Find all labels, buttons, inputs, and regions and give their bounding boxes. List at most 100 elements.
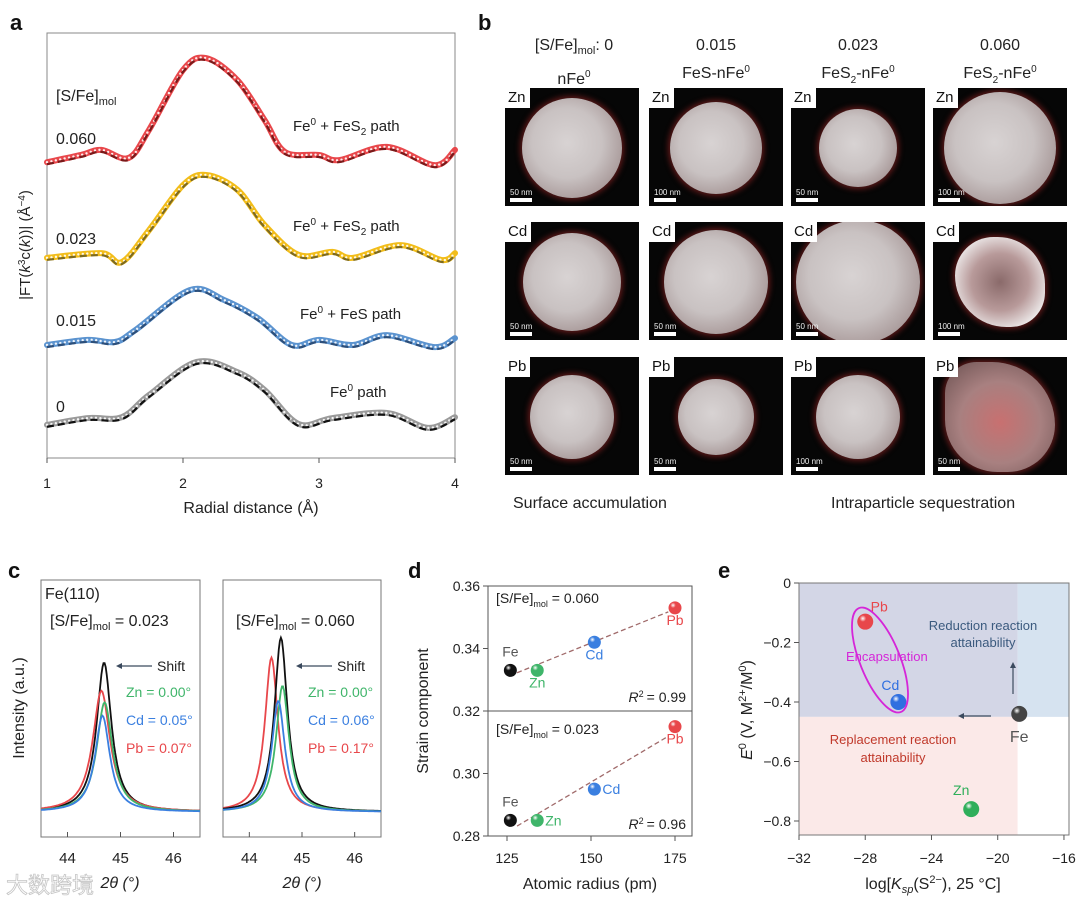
data-point [399,336,403,339]
nanoparticle [522,98,622,198]
x-tick-label: −24 [920,850,944,866]
micrograph-pb: Pb 100 nm [791,357,925,475]
data-point [345,256,348,259]
data-point [257,217,261,220]
data-point [135,327,139,331]
data-point [431,426,435,429]
data-point [203,56,207,60]
data-point [59,341,62,345]
data-point [153,313,156,316]
data-point [376,411,379,414]
data-point [152,390,156,393]
data-point [373,336,376,339]
data-point [50,160,53,163]
left-arrow [958,713,991,719]
data-point [397,243,400,247]
sfe-label: [S/Fe]mol = 0.060 [496,590,599,609]
data-point [392,146,395,150]
data-point [50,343,53,346]
data-point [216,61,219,65]
data-point [45,256,49,260]
data-point [412,340,415,343]
data-point [448,419,451,422]
data-point [112,417,116,420]
scale-bar: 50 nm [510,322,532,336]
data-point [123,157,126,160]
data-point [388,245,391,248]
data-point [396,148,399,151]
data-point-Pb [668,720,682,734]
data-point [118,261,122,264]
data-point [283,410,286,414]
point-label: Zn [953,782,969,798]
scale-bar-label: 50 nm [796,322,819,331]
encapsulation-ellipse [851,606,909,714]
scale-bar: 50 nm [938,457,960,471]
data-point [371,250,374,254]
scale-bar: 100 nm [654,188,681,202]
data-point [50,256,53,259]
data-point [145,231,149,235]
point-label: Fe [502,643,519,659]
data-point [86,252,89,255]
x-tick-label: 175 [663,850,687,866]
data-point [90,338,93,342]
data-point [321,338,324,342]
data-point [289,249,292,252]
data-point [54,255,58,259]
nanoparticle [819,109,897,187]
data-point [445,158,448,162]
data-point [403,337,407,341]
data-point [381,334,385,337]
x-tick-label: 46 [165,850,182,867]
data-point [416,341,420,345]
data-point [223,299,227,302]
region-replacement [799,716,1018,835]
data-point [362,253,365,257]
data-point [334,341,337,344]
data-point-Fe [1011,705,1028,722]
micrograph-pb: Pb 50 nm [505,357,639,475]
scale-bar-label: 50 nm [510,457,533,466]
point-label: Pb [666,612,683,628]
data-point [194,287,198,291]
data-point [395,335,398,338]
point-label: Pb [871,599,888,615]
data-point [102,149,106,152]
data-point [398,414,401,418]
shift-annotation: Zn = 0.00° [126,684,191,700]
data-point [309,153,313,156]
data-point [251,379,254,382]
x-tick-label: −20 [986,850,1010,866]
data-point [77,339,80,342]
nanoparticle [523,233,621,331]
data-point [93,149,97,152]
data-point [390,334,394,337]
panel-letter-c: c [8,558,20,583]
y-tick-label: −0.6 [763,754,791,770]
data-point [199,287,202,291]
data-point [85,152,88,155]
column-header: 0.015 FeS-nFe0 [682,37,750,83]
data-point [433,163,436,167]
data-point [242,86,245,89]
data-point [203,288,207,292]
data-point [63,254,67,258]
data-point [344,414,348,418]
x-tick-label: 3 [315,475,323,491]
data-point-Pb [668,601,682,615]
data-point [279,240,282,243]
micrograph-zn: Zn 50 nm [505,88,639,206]
data-point [261,387,265,391]
data-point [385,411,388,415]
data-point [427,426,430,430]
data-point [356,342,359,346]
data-point [434,257,438,260]
nanoparticle [945,362,1055,472]
up-arrow [1010,662,1016,694]
data-point [379,247,382,251]
data-point [68,254,71,257]
data-point [172,84,175,87]
point-label: Cd [585,646,603,662]
